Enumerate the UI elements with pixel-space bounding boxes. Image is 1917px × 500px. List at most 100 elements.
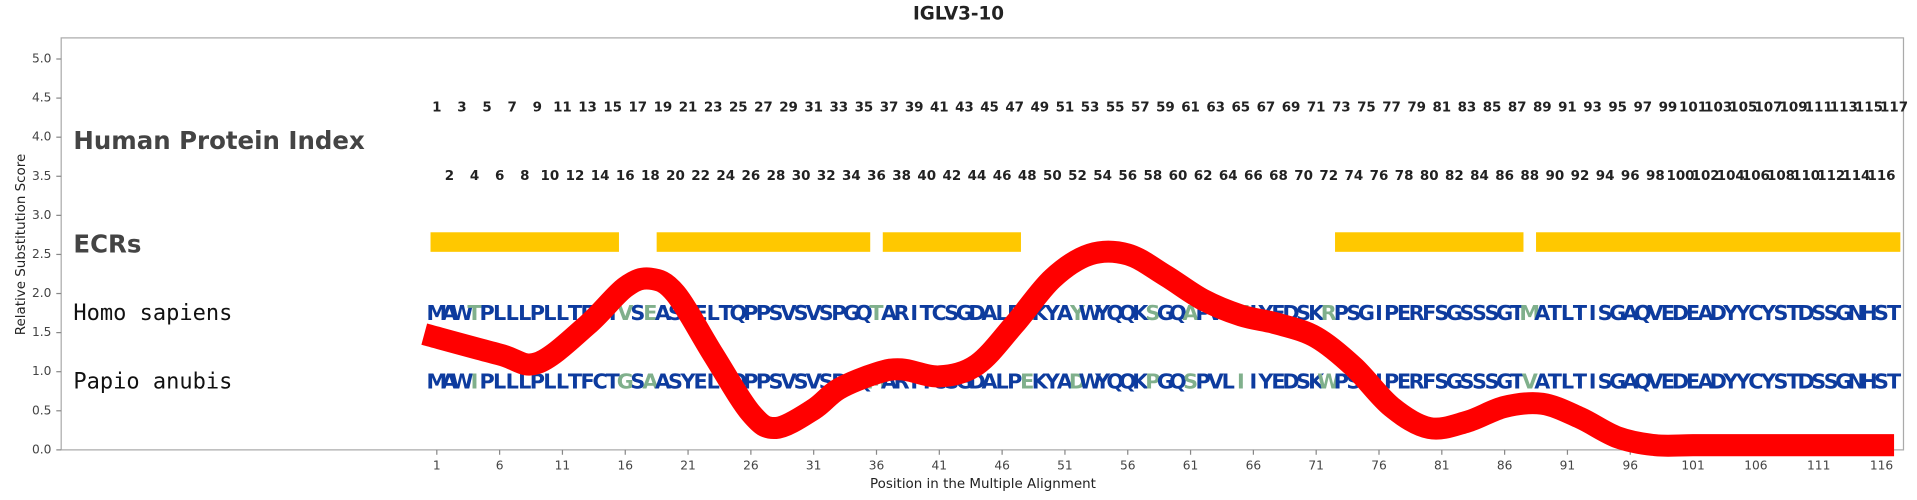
residue: A [1622, 301, 1638, 325]
x-tick-label: 101 [1681, 458, 1704, 472]
residue: P [1007, 370, 1022, 394]
residue: Y [1044, 301, 1061, 325]
ecr-bar [656, 232, 871, 252]
residue: K [1308, 370, 1325, 394]
protein-index: 52 [1068, 169, 1087, 184]
residue: W [450, 301, 473, 325]
species-label: Homo sapiens [73, 301, 232, 326]
residue: T [568, 370, 583, 394]
residue: V [781, 370, 797, 394]
residue: D [1710, 301, 1727, 325]
residue: G [1496, 301, 1513, 325]
residue: A [1534, 370, 1550, 394]
protein-index: 1 [432, 101, 441, 116]
residue: T [869, 301, 884, 325]
protein-index: 86 [1495, 169, 1514, 184]
residue: L [996, 370, 1009, 394]
protein-index: 22 [691, 169, 710, 184]
y-tick-label: 3.0 [32, 208, 51, 222]
residue: I [1589, 301, 1597, 325]
residue: C [932, 301, 947, 325]
protein-index: 54 [1093, 169, 1112, 184]
residue: H [1860, 370, 1877, 394]
residue: V [1522, 370, 1538, 394]
residue: Q [729, 301, 747, 325]
residue: P [1334, 370, 1349, 394]
residue: S [1472, 301, 1487, 325]
protein-index: 74 [1345, 169, 1364, 184]
protein-index: 99 [1659, 101, 1678, 116]
residue: Y [1069, 301, 1086, 325]
residue: I [1250, 370, 1258, 394]
residue: E [1397, 301, 1411, 325]
residue: A [655, 301, 671, 325]
residue: G [1157, 301, 1174, 325]
residue: Y [1760, 370, 1777, 394]
y-tick-label: 0.5 [32, 403, 51, 417]
residue: N [1848, 301, 1865, 325]
protein-index: 2 [445, 169, 454, 184]
residue: T [1548, 370, 1563, 394]
residue: Q [1634, 370, 1652, 394]
residue: N [1848, 370, 1865, 394]
y-tick-label: 2.0 [32, 286, 51, 300]
residue: G [956, 301, 973, 325]
ecr-bar [1536, 232, 1901, 252]
protein-index: 107 [1754, 101, 1782, 116]
residue: I [471, 370, 479, 394]
residue: C [1748, 370, 1763, 394]
protein-index: 65 [1231, 101, 1250, 116]
residue: F [580, 370, 594, 394]
residue: S [1183, 370, 1198, 394]
y-tick-label: 0.0 [32, 442, 51, 456]
residue: S [1485, 301, 1500, 325]
protein-index: 90 [1546, 169, 1565, 184]
x-tick-label: 86 [1497, 458, 1513, 472]
protein-index: 114 [1842, 169, 1870, 184]
protein-index: 80 [1420, 169, 1439, 184]
residue: K [1308, 301, 1325, 325]
protein-index: 82 [1445, 169, 1464, 184]
protein-index: 46 [993, 169, 1012, 184]
protein-index: 51 [1056, 101, 1075, 116]
residue: C [592, 370, 607, 394]
y-tick-label: 1.0 [32, 364, 51, 378]
residue: P [756, 370, 771, 394]
residue: E [1686, 370, 1700, 394]
protein-index: 94 [1596, 169, 1615, 184]
protein-index: 32 [817, 169, 836, 184]
protein-index: 29 [779, 101, 798, 116]
residue: P [1334, 301, 1349, 325]
residue: Q [1119, 301, 1137, 325]
residue: D [968, 301, 985, 325]
residue: Y [1735, 301, 1752, 325]
residue: T [1786, 370, 1801, 394]
x-tick-label: 36 [869, 458, 885, 472]
residue: T [606, 370, 621, 394]
residue: S [1434, 370, 1449, 394]
residue: Q [1119, 370, 1137, 394]
residue: P [831, 301, 846, 325]
residue: L [506, 370, 519, 394]
protein-index: 15 [603, 101, 622, 116]
residue: M [1519, 301, 1540, 325]
residue: R [1321, 301, 1337, 325]
residue: L [1561, 301, 1574, 325]
protein-index: 5 [482, 101, 491, 116]
protein-index: 8 [520, 169, 529, 184]
y-axis-label: Relative Substitution Score [14, 154, 29, 335]
residue: E [1020, 370, 1034, 394]
protein-index: 96 [1621, 169, 1640, 184]
x-tick-label: 11 [555, 458, 571, 472]
protein-index: 12 [566, 169, 585, 184]
residue: G [1609, 301, 1626, 325]
residue: W [450, 370, 473, 394]
protein-index: 39 [905, 101, 924, 116]
residue: I [910, 301, 918, 325]
residue: D [1672, 301, 1689, 325]
residue: S [1774, 301, 1789, 325]
y-tick-label: 3.5 [32, 169, 51, 183]
residue: L [518, 301, 531, 325]
